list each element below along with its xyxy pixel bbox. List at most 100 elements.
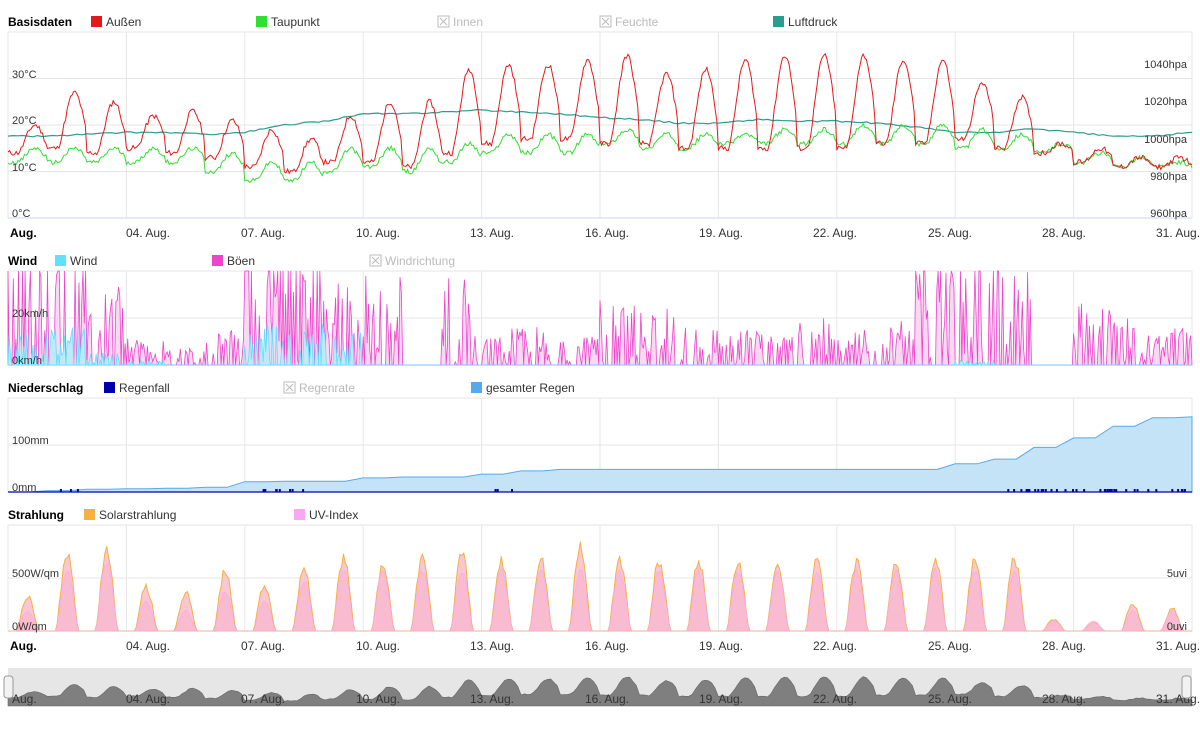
regenfall-bar [59, 489, 62, 492]
y-tick-label: 980hpa [1150, 171, 1188, 183]
y-tick-label: 0°C [12, 208, 31, 220]
y-axis-left-basis: 30°C 20°C 10°C 0°C [12, 69, 37, 220]
y-axis-left-wind: 20km/h 0km/h [12, 308, 48, 367]
legend-item-wind[interactable]: Wind [55, 254, 97, 268]
y-tick-label: 10°C [12, 162, 37, 174]
legend-swatch-taupunkt [256, 16, 267, 27]
legend-label-regenrate: Regenrate [299, 381, 355, 395]
regenfall-bar [1007, 489, 1010, 492]
legend-item-feuchte[interactable]: Feuchte [599, 15, 659, 29]
regenfall-bar [302, 489, 305, 492]
plot-wind [7, 270, 1193, 367]
navigator-handle-right[interactable] [1181, 675, 1192, 699]
x-tick-label: 25. Aug. [928, 226, 972, 240]
legend-item-regenfall[interactable]: Regenfall [104, 381, 170, 395]
x-tick-label: 10. Aug. [356, 639, 400, 653]
regenfall-bar [1125, 489, 1128, 492]
legend-label-luftdruck: Luftdruck [788, 15, 838, 29]
plot-solar [8, 541, 1192, 632]
regenfall-bar [511, 489, 513, 492]
regenfall-bar [1020, 489, 1023, 492]
legend-wind: Wind Böen Windrichtung [55, 254, 455, 268]
legend-label-aussen: Außen [106, 15, 141, 29]
regenfall-bar [1075, 489, 1078, 492]
regenfall-bar [1113, 489, 1116, 492]
legend-swatch-regenfall [104, 382, 115, 393]
legend-label-regenfall: Regenfall [119, 381, 170, 395]
x-tick-label: 13. Aug. [470, 226, 514, 240]
panel-title-basis: Basisdaten [8, 15, 72, 29]
legend-item-taupunkt[interactable]: Taupunkt [256, 15, 320, 29]
series-line-luftdruck [7, 108, 1193, 138]
legend-item-aussen[interactable]: Außen [91, 15, 141, 29]
navigator-series [7, 676, 1193, 707]
legend-item-innen[interactable]: Innen [437, 15, 483, 29]
legend-item-regenrate[interactable]: Regenrate [283, 381, 355, 395]
legend-rain: Regenfall Regenrate gesamter Regen [104, 381, 575, 395]
legend-swatch-boeen [212, 255, 223, 266]
y-axis-right-basis: 1040hpa 1020hpa 1000hpa 980hpa 960hpa [1144, 59, 1188, 220]
y-axis-left-rain: 100mm 0mm [12, 435, 49, 494]
legend-item-solarstrahlung[interactable]: Solarstrahlung [84, 508, 176, 522]
panel-strahlung: Strahlung Solarstrahlung UV-Index 500W/q… [7, 508, 1200, 653]
regenfall-bar [278, 489, 281, 492]
y-tick-label: 0uvi [1167, 621, 1187, 633]
navigator-area [7, 676, 1193, 707]
x-tick-label: 07. Aug. [241, 639, 285, 653]
panel-title-wind: Wind [8, 254, 37, 268]
legend-swatch-gesamter-regen [471, 382, 482, 393]
regenfall-bar [1050, 489, 1053, 492]
plot-basis [7, 52, 1193, 184]
regenfall-bar [1171, 489, 1174, 492]
disabled-x-icon [601, 17, 610, 26]
x-tick-label: 22. Aug. [813, 639, 857, 653]
navigator-handle-left[interactable] [3, 675, 14, 699]
legend-label-taupunkt: Taupunkt [271, 15, 320, 29]
nav-tick-label: 13. Aug. [470, 692, 514, 706]
legend-item-boeen[interactable]: Böen [212, 254, 255, 268]
x-tick-label: 04. Aug. [126, 639, 170, 653]
regenfall-bar [289, 489, 292, 492]
nav-tick-label: 31. Aug. [1156, 692, 1200, 706]
legend-swatch-innen [437, 15, 450, 28]
legend-label-boeen: Böen [227, 254, 255, 268]
regenfall-bar [1037, 489, 1040, 492]
drag-handle-icon[interactable] [1181, 675, 1192, 699]
regenfall-bar [1136, 489, 1139, 492]
disabled-x-icon [285, 383, 294, 392]
y-tick-label: 100mm [12, 435, 49, 447]
disabled-x-icon [371, 256, 380, 265]
legend-item-uv-index[interactable]: UV-Index [294, 508, 358, 522]
panel-wind: Wind Wind Böen Windrichtung 20km/h 0km/h [7, 254, 1193, 367]
legend-label-uv-index: UV-Index [309, 508, 358, 522]
legend-item-luftdruck[interactable]: Luftdruck [773, 15, 838, 29]
y-tick-label: 5uvi [1167, 568, 1187, 580]
series-line-aussen [7, 52, 1193, 175]
regenfall-bar [1180, 489, 1183, 492]
x-tick-label: 31. Aug. [1156, 639, 1200, 653]
navigator-labels: Aug. 04. Aug. 07. Aug. 10. Aug. 13. Aug.… [12, 692, 1200, 706]
regenfall-bar [1055, 489, 1058, 492]
legend-label-feuchte: Feuchte [615, 15, 659, 29]
x-axis-basis: Aug. 04. Aug. 07. Aug. 10. Aug. 13. Aug.… [10, 226, 1200, 240]
nav-tick-label: 10. Aug. [356, 692, 400, 706]
navigator[interactable]: Aug. 04. Aug. 07. Aug. 10. Aug. 13. Aug.… [3, 668, 1200, 707]
regenfall-bar [1099, 489, 1102, 492]
legend-label-innen: Innen [453, 15, 483, 29]
nav-tick-label: 28. Aug. [1042, 692, 1086, 706]
legend-item-windrichtung[interactable]: Windrichtung [369, 254, 455, 268]
x-tick-label: 31. Aug. [1156, 226, 1200, 240]
x-tick-label-first: Aug. [10, 226, 37, 240]
regenfall-bar [1103, 489, 1106, 492]
legend-label-gesamter-regen: gesamter Regen [486, 381, 575, 395]
legend-item-gesamter-regen[interactable]: gesamter Regen [471, 381, 575, 395]
grid-basis [7, 31, 1193, 219]
drag-handle-icon[interactable] [3, 675, 14, 699]
x-tick-label: 10. Aug. [356, 226, 400, 240]
y-tick-label: 500W/qm [12, 568, 59, 580]
regenfall-bar [1109, 489, 1112, 492]
y-axis-right-solar: 5uvi 0uvi [1167, 568, 1187, 633]
y-tick-label: 960hpa [1150, 208, 1188, 220]
regenfall-bar [1183, 489, 1186, 492]
